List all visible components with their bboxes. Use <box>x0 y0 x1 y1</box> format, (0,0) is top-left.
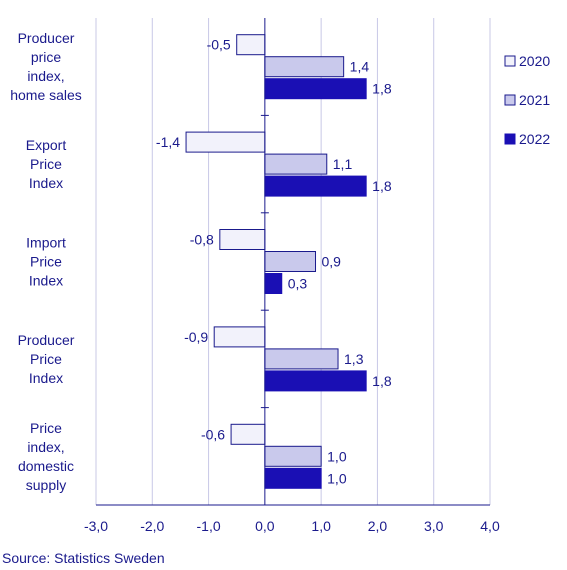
data-label: 1,8 <box>372 81 392 97</box>
legend-label: 2021 <box>519 92 550 108</box>
data-label: 1,1 <box>333 156 353 172</box>
bar-2020 <box>219 229 266 250</box>
source-note: Source: Statistics Sweden <box>2 550 165 566</box>
legend-swatch-2022 <box>504 133 516 145</box>
bar-2022 <box>264 467 322 489</box>
category-label: Price index, domestic supply <box>18 420 74 493</box>
x-tick-label: 4,0 <box>480 518 500 534</box>
data-label: 1,3 <box>344 351 364 367</box>
bar-2021 <box>264 251 317 272</box>
data-label: 1,0 <box>327 448 347 464</box>
legend: 2020 2021 2022 <box>504 53 550 147</box>
x-tick-label: 3,0 <box>424 518 444 534</box>
bar-2021 <box>264 153 328 175</box>
bars: -0,51,41,8-1,41,11,8-0,80,90,3-0,91,31,8… <box>156 34 392 489</box>
bar-2022 <box>264 175 367 197</box>
data-label: 1,4 <box>350 59 370 75</box>
legend-label: 2020 <box>519 53 550 69</box>
legend-label: 2022 <box>519 131 550 147</box>
x-tick-label: 0,0 <box>255 518 275 534</box>
bar-2022 <box>264 78 367 100</box>
x-tick-label: 2,0 <box>368 518 388 534</box>
data-label: -0,8 <box>190 232 214 248</box>
legend-swatch-2021 <box>504 94 516 106</box>
data-label: 1,8 <box>372 373 392 389</box>
bar-2022 <box>264 370 367 392</box>
bar-chart: -0,51,41,8-1,41,11,8-0,80,90,3-0,91,31,8… <box>10 18 550 534</box>
legend-swatch-2020 <box>504 55 516 67</box>
bar-2022 <box>264 273 283 294</box>
bar-2021 <box>264 348 339 370</box>
bar-2021 <box>264 445 322 467</box>
x-tick-label: -3,0 <box>84 518 108 534</box>
category-label: Producer price index, home sales <box>10 30 82 103</box>
category-label: Export Price Index <box>26 137 67 191</box>
category-labels: Producer price index, home sales Export Price… <box>10 30 82 493</box>
data-label: 0,3 <box>288 276 308 292</box>
data-label: -0,9 <box>184 329 208 345</box>
bar-2021 <box>264 56 345 78</box>
data-label: 1,8 <box>372 178 392 194</box>
bar-2020 <box>213 326 266 348</box>
data-label: 0,9 <box>322 254 342 270</box>
x-tick-label: -1,0 <box>197 518 221 534</box>
x-tick-label: 1,0 <box>311 518 331 534</box>
category-label: Producer Price Index <box>18 332 75 386</box>
category-label: Import Price Index <box>26 235 66 289</box>
data-label: -0,6 <box>201 426 225 442</box>
bar-2020 <box>185 131 266 153</box>
x-tick-label: -2,0 <box>140 518 164 534</box>
axes: -3,0 -2,0 -1,0 0,0 1,0 2,0 3,0 4,0 <box>84 18 500 534</box>
bar-2020 <box>236 34 266 56</box>
data-label: 1,0 <box>327 470 347 486</box>
data-label: -0,5 <box>207 37 231 53</box>
data-label: -1,4 <box>156 134 180 150</box>
bar-2020 <box>230 423 266 445</box>
